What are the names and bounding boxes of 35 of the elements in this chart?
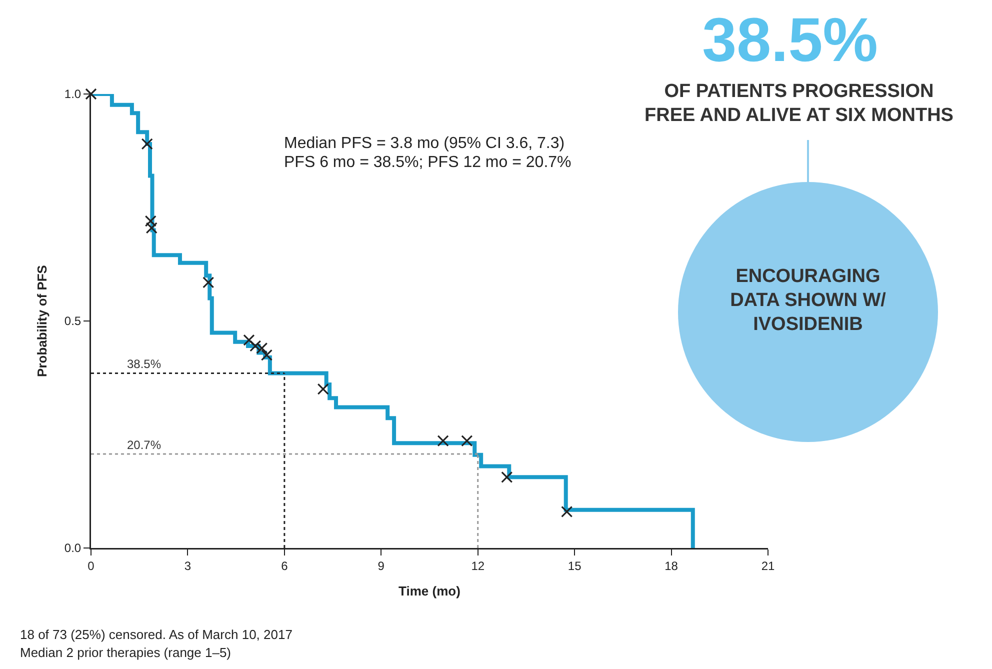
point <box>144 215 156 227</box>
x-tick-label: 15 <box>568 558 582 573</box>
x-tick-label: 18 <box>664 558 678 573</box>
text: 18 of 73 (25%) censored. As of March 10, 2017 <box>20 627 294 644</box>
point <box>260 349 272 361</box>
y-axis-title: Probability of PFS <box>34 264 50 377</box>
point <box>256 342 268 354</box>
point <box>437 435 449 447</box>
x-tick-label: 6 <box>281 558 288 573</box>
y-tick-label: 0.5 <box>64 314 82 328</box>
ref-line-label: 38.5% <box>127 357 162 371</box>
annotation: OF PATIENTS PROGRESSION FREE AND ALIVE AT SIX MONTHS <box>644 80 954 128</box>
point <box>250 340 262 352</box>
y-tick-label: 1.0 <box>64 87 82 102</box>
point <box>202 276 214 288</box>
x-tick-label: 0 <box>88 558 95 573</box>
point <box>461 435 473 447</box>
annotation: Median PFS = 3.8 mo (95% CI 3.6, 7.3) <box>284 134 566 154</box>
ref-line-label: 20.7% <box>127 438 162 452</box>
point <box>243 334 255 346</box>
annotation: ENCOURAGING DATA SHOWN W/ IVOSIDENIB <box>729 265 887 336</box>
text: 38.5% <box>701 5 879 77</box>
x-axis-title: Time (mo) <box>398 583 460 598</box>
text: Median 2 prior therapies (range 1–5) <box>20 645 232 662</box>
point <box>317 383 329 395</box>
point <box>561 506 573 518</box>
x-tick-label: 3 <box>184 558 192 573</box>
point <box>146 222 158 234</box>
x-tick-label: 21 <box>761 558 775 573</box>
y-tick-label: 0.0 <box>64 541 82 556</box>
point <box>501 471 513 483</box>
point <box>141 138 153 150</box>
x-tick-label: 12 <box>471 558 485 573</box>
annotation: PFS 6 mo = 38.5%; PFS 12 mo = 20.7% <box>284 153 572 173</box>
x-tick-label: 9 <box>378 558 385 573</box>
